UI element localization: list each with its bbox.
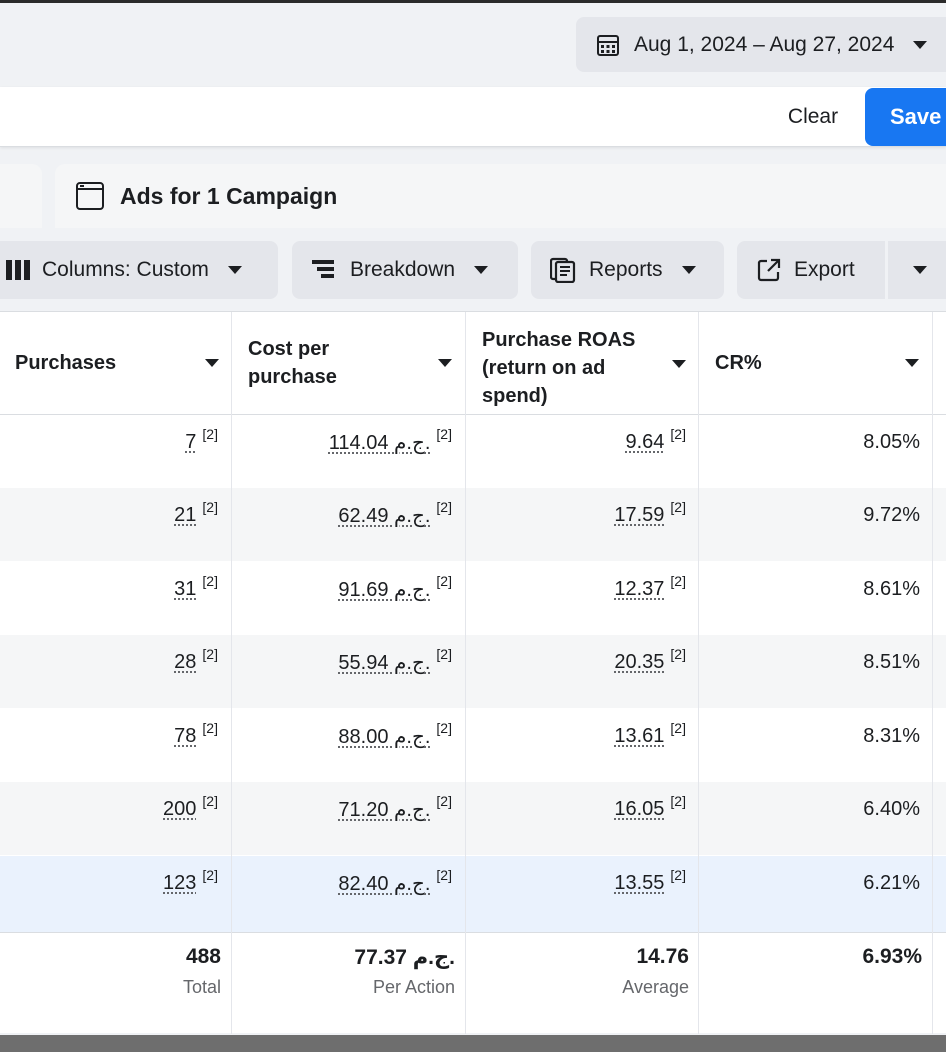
caret-down-icon — [913, 266, 927, 274]
total-purchases-label: Total — [182, 977, 221, 997]
column-divider[interactable] — [698, 312, 699, 1034]
reports-button[interactable]: Reports — [531, 241, 724, 299]
cell-cr: 8.31% — [863, 724, 920, 747]
ads-table: Purchases Cost per purchase Purchase ROA… — [0, 311, 946, 1034]
cell-cr: 6.21% — [863, 871, 920, 894]
columns-label: Columns: Custom — [42, 258, 209, 281]
cell-cr: 6.40% — [863, 797, 920, 820]
header-label: Purchase ROAS (return on ad spend) — [482, 329, 636, 407]
save-button[interactable]: Save — [865, 88, 946, 146]
cell-purchases[interactable]: 123 [2] — [163, 867, 218, 894]
table-row[interactable]: 21 [2] 62.49 ج.م. [2] 17.59 [2] 9.72% — [0, 488, 946, 561]
reports-icon — [550, 257, 576, 283]
date-range-label: Aug 1, 2024 – Aug 27, 2024 — [634, 32, 895, 56]
header-label: Purchases — [15, 352, 117, 374]
export-label: Export — [794, 258, 855, 281]
table-row[interactable]: 123 [2] 82.40 ج.م. [2] 13.55 [2] 6.21% — [0, 856, 946, 932]
tab-ads[interactable]: Ads for 1 Campaign — [55, 164, 946, 228]
table-row[interactable]: 31 [2] 91.69 ج.م. [2] 12.37 [2] 8.61% — [0, 562, 946, 635]
tab-previous[interactable] — [0, 164, 42, 228]
column-divider[interactable] — [932, 312, 933, 1034]
totals-row: 488 Total 77.37 ج.م. Per Action 14.76 Av… — [0, 932, 946, 1032]
clear-button[interactable]: Clear — [787, 105, 839, 128]
cell-roas[interactable]: 9.64 [2] — [625, 426, 686, 453]
cell-purchases[interactable]: 21 [2] — [174, 499, 218, 526]
cell-cost[interactable]: 114.04 ج.م. [2] — [328, 426, 452, 454]
export-button[interactable]: Export — [737, 241, 885, 299]
cell-purchases[interactable]: 7 [2] — [185, 426, 218, 453]
cell-cr: 8.61% — [863, 577, 920, 600]
table-row[interactable]: 200 [2] 71.20 ج.م. [2] 16.05 [2] 6.40% — [0, 782, 946, 855]
column-divider[interactable] — [465, 312, 466, 1034]
cell-roas[interactable]: 13.55 [2] — [614, 867, 686, 894]
cell-roas[interactable]: 20.35 [2] — [614, 646, 686, 673]
cell-cost[interactable]: 62.49 ج.م. [2] — [338, 499, 452, 527]
cell-cr: 9.72% — [863, 503, 920, 526]
header-label: CR% — [715, 352, 762, 374]
cell-cost[interactable]: 88.00 ج.م. [2] — [338, 720, 452, 748]
cell-cost[interactable]: 91.69 ج.م. [2] — [338, 573, 452, 601]
table-row[interactable]: 28 [2] 55.94 ج.م. [2] 20.35 [2] 8.51% — [0, 635, 946, 708]
calendar-icon — [597, 34, 619, 56]
columns-button[interactable]: Columns: Custom — [0, 241, 278, 299]
caret-down-icon[interactable] — [671, 359, 687, 369]
cell-cr: 8.51% — [863, 650, 920, 673]
columns-icon — [6, 260, 30, 280]
cell-roas[interactable]: 17.59 [2] — [614, 499, 686, 526]
caret-down-icon[interactable] — [204, 358, 220, 368]
cell-cost[interactable]: 55.94 ج.م. [2] — [338, 646, 452, 674]
cell-cost[interactable]: 82.40 ج.م. [2] — [338, 867, 452, 895]
cell-cost[interactable]: 71.20 ج.م. [2] — [338, 793, 452, 821]
total-purchases: 488 — [185, 945, 221, 968]
breakdown-label: Breakdown — [350, 258, 456, 281]
horizontal-scrollbar[interactable] — [0, 1035, 946, 1052]
filter-bar[interactable] — [0, 87, 946, 147]
caret-down-icon — [474, 266, 489, 274]
caret-down-icon[interactable] — [904, 358, 920, 368]
window-icon — [76, 182, 104, 210]
cell-roas[interactable]: 13.61 [2] — [614, 720, 686, 747]
header-label: Cost per purchase — [248, 338, 337, 388]
table-row[interactable]: 78 [2] 88.00 ج.م. [2] 13.61 [2] 8.31% — [0, 709, 946, 782]
header-cost-per-purchase[interactable]: Cost per purchase — [232, 312, 466, 414]
total-cr: 6.93% — [862, 945, 922, 968]
cell-purchases[interactable]: 28 [2] — [174, 646, 218, 673]
breakdown-button[interactable]: Breakdown — [292, 241, 518, 299]
header-cr[interactable]: CR% — [699, 312, 933, 414]
table-row[interactable]: 7 [2] 114.04 ج.م. [2] 9.64 [2] 8.05% — [0, 415, 946, 488]
caret-down-icon[interactable] — [437, 358, 453, 368]
breakdown-icon — [312, 260, 334, 278]
tab-title: Ads for 1 Campaign — [120, 182, 338, 209]
header-purchases[interactable]: Purchases — [0, 312, 232, 414]
date-range-picker[interactable]: Aug 1, 2024 – Aug 27, 2024 — [576, 17, 946, 72]
top-border — [0, 0, 946, 3]
cell-roas[interactable]: 16.05 [2] — [614, 793, 686, 820]
table-header: Purchases Cost per purchase Purchase ROA… — [0, 312, 946, 415]
cell-purchases[interactable]: 31 [2] — [174, 573, 218, 600]
caret-down-icon — [681, 266, 696, 274]
cell-cr: 8.05% — [863, 430, 920, 453]
total-cost-label: Per Action — [372, 977, 455, 997]
export-menu-button[interactable] — [888, 241, 946, 299]
export-icon — [757, 258, 781, 282]
column-divider[interactable] — [231, 312, 232, 1034]
header-purchase-roas[interactable]: Purchase ROAS (return on ad spend) — [466, 312, 699, 414]
reports-label: Reports — [589, 258, 663, 281]
cell-purchases[interactable]: 78 [2] — [174, 720, 218, 747]
total-roas: 14.76 — [636, 945, 689, 968]
caret-down-icon — [913, 40, 928, 49]
caret-down-icon — [227, 266, 242, 274]
total-cost: 77.37 ج.م. — [354, 946, 455, 969]
cell-roas[interactable]: 12.37 [2] — [614, 573, 686, 600]
total-roas-label: Average — [622, 977, 689, 997]
cell-purchases[interactable]: 200 [2] — [163, 793, 218, 820]
